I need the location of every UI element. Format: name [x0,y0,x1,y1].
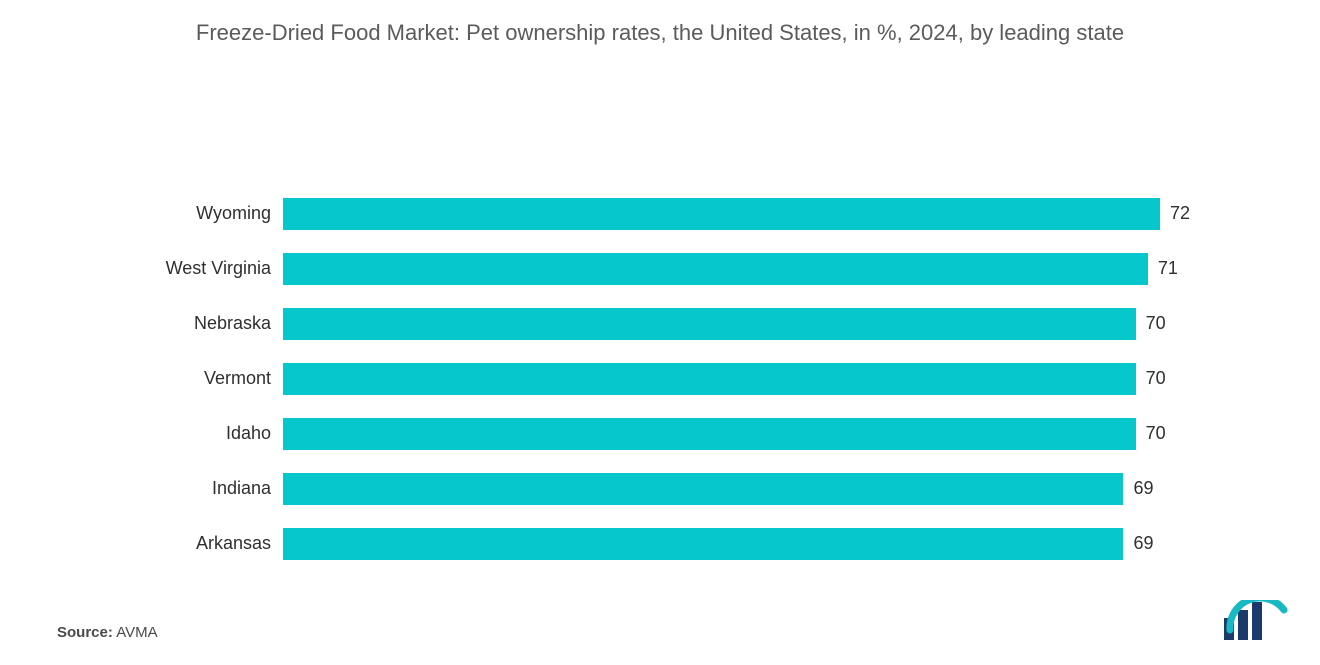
source-footer: Source: AVMA [57,624,158,641]
bar [283,253,1148,285]
chart-row: Indiana 69 [0,473,1320,505]
value-label: 69 [1133,533,1153,554]
category-label: Nebraska [194,313,271,334]
logo-bar-2 [1238,610,1248,640]
category-label: Idaho [226,423,271,444]
source-value: AVMA [116,624,157,641]
category-label: Indiana [212,478,271,499]
chart-row: Wyoming 72 [0,198,1320,230]
value-label: 72 [1170,203,1190,224]
chart-row: Idaho 70 [0,418,1320,450]
category-label: Vermont [204,368,271,389]
logo-bar-3 [1252,602,1262,640]
bar [283,198,1160,230]
value-label: 70 [1146,313,1166,334]
logo-icon [1224,600,1290,640]
value-label: 70 [1146,368,1166,389]
brand-logo [1224,600,1290,645]
bar [283,308,1136,340]
chart-row: Arkansas 69 [0,528,1320,560]
category-label: Arkansas [196,533,271,554]
chart-title: Freeze-Dried Food Market: Pet ownership … [0,0,1320,48]
chart-row: West Virginia 71 [0,253,1320,285]
value-label: 71 [1158,258,1178,279]
bar [283,418,1136,450]
category-label: West Virginia [166,258,271,279]
bar [283,363,1136,395]
value-label: 69 [1133,478,1153,499]
bar [283,473,1123,505]
chart-row: Nebraska 70 [0,308,1320,340]
chart-row: Vermont 70 [0,363,1320,395]
category-label: Wyoming [196,203,271,224]
source-label: Source: [57,624,113,641]
value-label: 70 [1146,423,1166,444]
bar [283,528,1123,560]
